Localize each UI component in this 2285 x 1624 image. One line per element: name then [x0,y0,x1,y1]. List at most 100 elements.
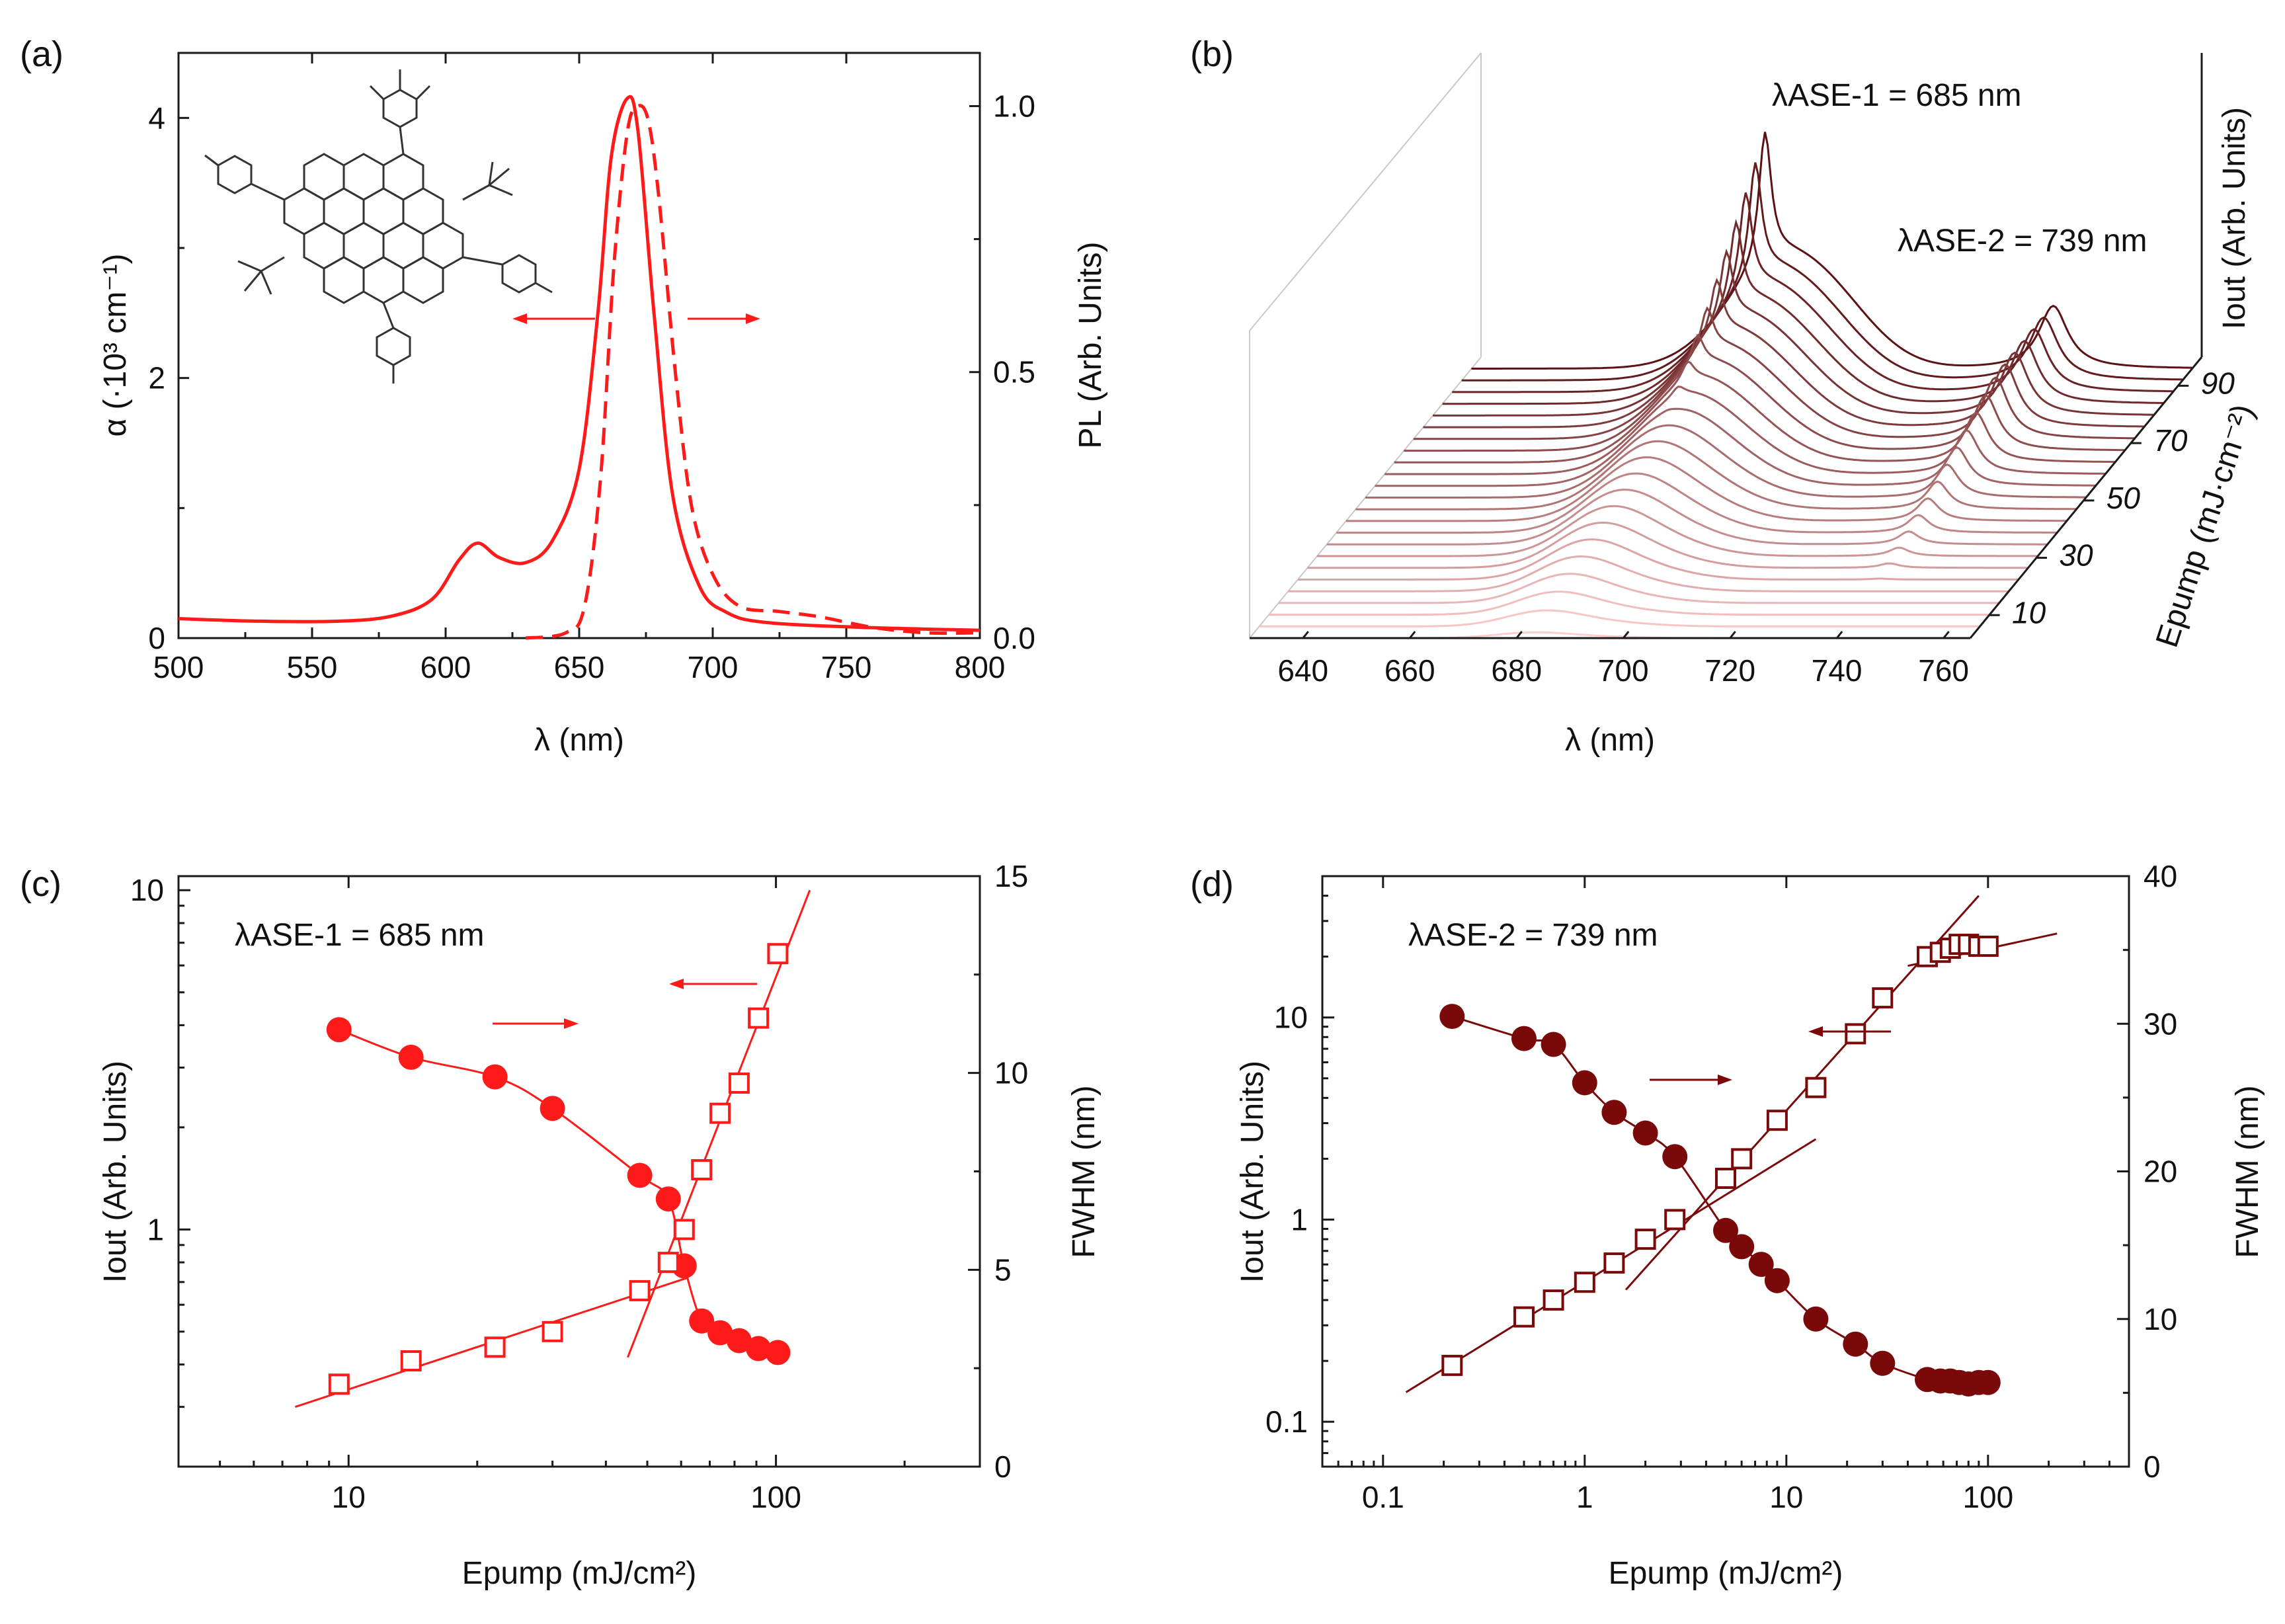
c-iout-point [400,1350,422,1371]
c-fwhm-curve [339,1028,778,1354]
a-ytick-right-label: 1.0 [993,89,1035,123]
b-trace [1326,489,2048,546]
d-iout-point [1543,1289,1564,1311]
b-trace [1375,407,2096,487]
c-iout-point [673,1219,695,1240]
b-xtick-label: 720 [1704,653,1755,688]
panel-c-plot [294,889,811,1408]
a-series-PL [525,104,981,640]
b-xtick-label: 640 [1277,653,1328,688]
a-series-absorption [178,95,981,632]
c-iout-point [541,1320,563,1342]
d-ytick-left-label: 1 [1291,1202,1308,1237]
panel-c-label: (c) [20,864,61,904]
d-fwhm-point [1764,1268,1790,1293]
panel-b-ticks: 640 660 680 700 720 740 760 10 30 50 70 90 [1277,366,2235,688]
a-xtick-label: 600 [421,650,471,684]
c-ytick-left-label: 1 [147,1212,164,1246]
panel-b-plot [1250,132,2192,639]
ase2-label: λASE-2 = 739 nm [1898,223,2147,259]
c-ytick-left-label: 10 [130,873,164,907]
c-fwhm-point [765,1340,791,1365]
c-iout-point [728,1073,750,1094]
c-fwhm-point [398,1044,424,1070]
d-fwhm-point [1601,1100,1627,1125]
panel-d-label: (d) [1190,864,1234,904]
panel-d-frame [1321,875,2130,1468]
d-iout-point [1603,1252,1625,1274]
b-xtick [1729,631,1736,639]
d-iout-point [1513,1306,1535,1328]
d-iout-point [1731,1148,1753,1170]
b-trace [1345,456,2067,522]
d-fwhm-point [1843,1331,1868,1357]
d-iout-point [1664,1209,1686,1231]
a-xtick-label: 550 [287,650,338,684]
b-trace [1336,472,2058,534]
c-fwhm-point [540,1096,565,1121]
molecule-structure [204,69,553,384]
panel-d-xlabel: Epump (mJ/cm²) [1609,1556,1843,1591]
b-xtick-label: 740 [1812,653,1863,688]
d-xtick-label: 100 [1962,1480,2013,1514]
d-fwhm-point [1803,1306,1829,1332]
d-iout-point [1805,1076,1827,1098]
panel-d-ylabel-right: FWHM (nm) [2230,1085,2265,1258]
c-fwhm-point [627,1162,653,1188]
a-arrow-right-head [746,313,760,324]
b-trace [1317,505,2038,557]
b-trace [1404,333,2125,452]
a-xtick-label: 700 [688,650,739,684]
d-iout-point [1574,1272,1595,1293]
panel-b-xlabel: λ (nm) [1565,723,1655,758]
c-arrow-left-head [669,979,684,989]
c-iout-point [657,1252,679,1274]
d-fwhm-point [1870,1350,1896,1376]
d-fwhm-point [1439,1004,1465,1030]
c-ytick-right-label: 5 [994,1252,1012,1287]
panel-d-annotation: λASE-2 = 739 nm [1408,918,1658,953]
d-iout-point [1977,936,1999,957]
b-ztick-label: 90 [2201,366,2235,400]
d-iout-point [1766,1110,1788,1131]
d-fwhm-point [1572,1070,1597,1096]
a-arrow-left-head [512,313,527,324]
b-ztick-label: 10 [2012,595,2046,629]
panel-a-label: (a) [20,34,63,74]
c-iout-point [484,1336,506,1358]
b-trace [1423,278,2144,428]
a-ytick-left-label: 0 [148,621,165,655]
b-trace [1269,590,1990,616]
a-xtick-label: 750 [821,650,872,684]
d-fwhm-curve [1451,1015,1988,1385]
d-fwhm-point [1975,1369,2001,1395]
c-iout-point [629,1279,651,1301]
b-xtick-label: 700 [1598,653,1649,688]
b-xtick [1515,631,1523,639]
a-ytick-right-label: 0.5 [993,355,1035,389]
panel-b-z-axis [1969,356,2203,639]
b-xtick [1302,631,1309,639]
d-xtick-label: 10 [1769,1480,1803,1514]
c-fwhm-point [655,1186,681,1212]
c-iout-point [748,1007,770,1029]
panel-d-ylabel-left: Iout (Arb. Units) [1235,1061,1270,1283]
c-iout-point [709,1102,731,1124]
d-arrow-right-head [1718,1075,1732,1085]
b-ztick-label: 30 [2059,538,2093,573]
b-xtick-label: 660 [1384,653,1435,688]
b-trace [1413,306,2134,440]
b-trace [1384,386,2106,475]
a-ytick-left-label: 4 [148,101,165,135]
panel-a-ticks: 500 550 600 650 700 750 800 0 2 4 0.0 0.5 1.0 [148,53,1035,684]
c-iout-point [767,943,789,965]
b-trace [1278,573,1999,604]
b-trace [1365,424,2086,499]
panel-a: (a) 500 550 600 650 700 750 800 0 2 4 0.0 0.5 1.0 [20,34,1108,758]
d-iout-point [1715,1168,1736,1189]
c-arrow-right-head [564,1018,579,1029]
panel-d-plot [1405,895,2058,1397]
b-xtick [1943,631,1950,639]
b-trace [1452,192,2173,393]
d-ytick-right-label: 30 [2144,1006,2177,1041]
